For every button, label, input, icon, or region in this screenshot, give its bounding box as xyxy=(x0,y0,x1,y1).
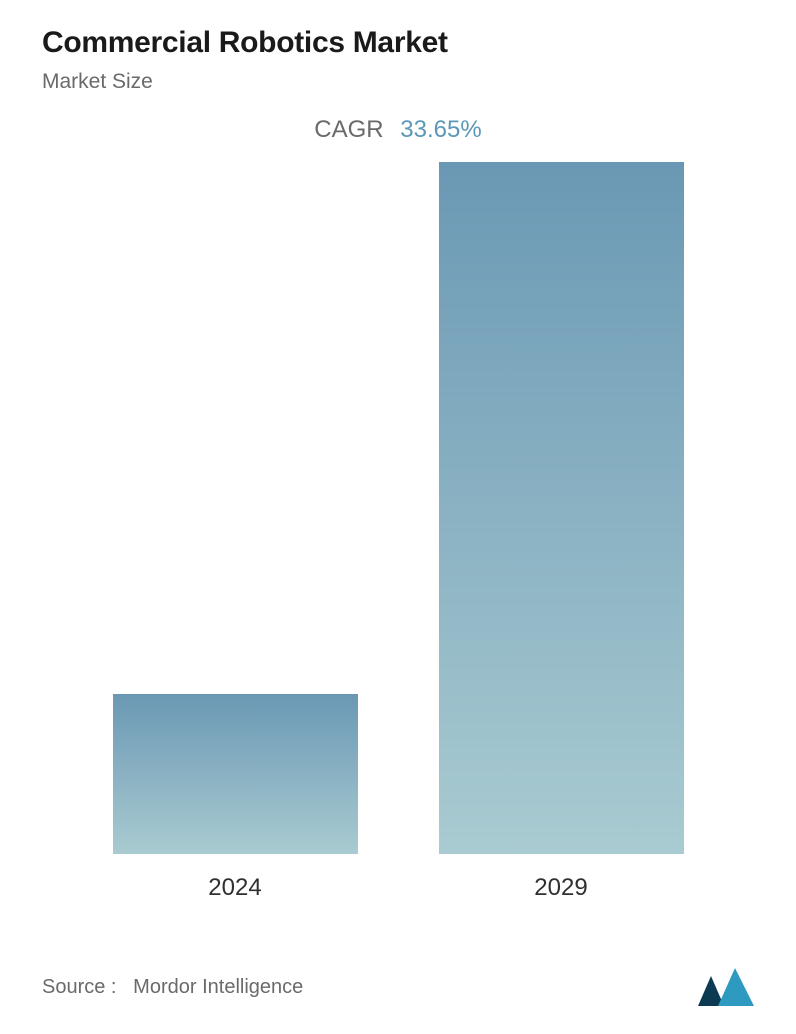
footer: Source : Mordor Intelligence xyxy=(42,968,754,1006)
cagr-label: CAGR xyxy=(314,116,383,143)
mordor-logo-icon xyxy=(698,968,754,1006)
cagr-row: CAGR 33.65% xyxy=(42,116,754,144)
page-title: Commercial Robotics Market xyxy=(42,26,754,60)
bar-chart: 2024 2029 xyxy=(42,162,754,902)
x-label-0: 2024 xyxy=(113,874,358,902)
cagr-value: 33.65% xyxy=(400,116,481,143)
page-subtitle: Market Size xyxy=(42,70,754,94)
bar-1 xyxy=(439,162,684,854)
x-label-1: 2029 xyxy=(439,874,684,902)
source-text: Source : Mordor Intelligence xyxy=(42,976,303,999)
bars-container xyxy=(42,162,754,854)
x-axis-labels: 2024 2029 xyxy=(42,874,754,902)
bar-0 xyxy=(113,694,358,854)
bar-slot-0 xyxy=(113,694,358,854)
source-value: Mordor Intelligence xyxy=(133,976,303,998)
source-label: Source : xyxy=(42,976,116,998)
chart-card: Commercial Robotics Market Market Size C… xyxy=(0,0,796,1034)
bar-slot-1 xyxy=(439,162,684,854)
